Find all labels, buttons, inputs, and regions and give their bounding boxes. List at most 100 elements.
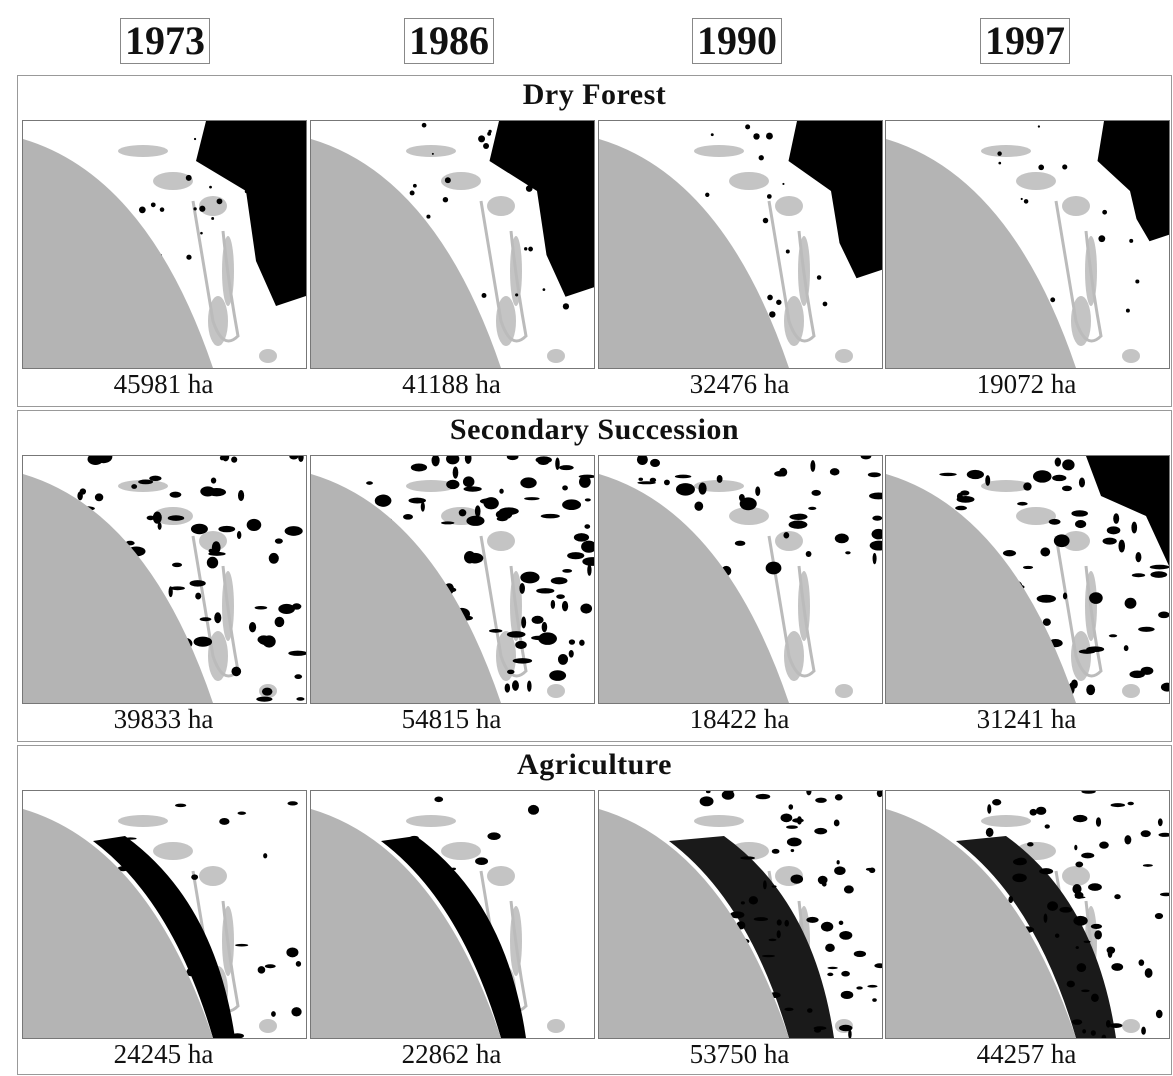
land-cover-speck bbox=[867, 984, 878, 988]
land-cover-speck bbox=[542, 153, 545, 156]
land-cover-speck bbox=[1124, 835, 1132, 845]
land-cover-speck bbox=[1075, 946, 1079, 949]
sea bbox=[886, 809, 1076, 1038]
area-label: 41188 ha bbox=[402, 369, 501, 399]
land-cover-patch bbox=[446, 479, 460, 490]
land-cover-patch bbox=[146, 515, 155, 521]
land-cover-patch bbox=[292, 603, 302, 610]
land-cover-speck bbox=[1127, 801, 1134, 806]
land-cover-speck bbox=[426, 214, 431, 219]
land-cover-patch bbox=[519, 583, 525, 594]
land-cover-patch bbox=[157, 522, 162, 530]
land-cover-speck bbox=[421, 122, 427, 128]
land-cover-patch bbox=[131, 484, 138, 489]
land-cover-speck bbox=[813, 1026, 827, 1030]
land-cover-speck bbox=[776, 930, 781, 939]
land-cover-patch bbox=[278, 603, 295, 614]
land-cover-speck bbox=[208, 1001, 222, 1007]
land-cover-speck bbox=[123, 837, 137, 840]
land-cover-map bbox=[310, 455, 595, 704]
land-cover-map bbox=[885, 120, 1170, 369]
land-cover-patch bbox=[520, 477, 537, 489]
lagoon bbox=[208, 296, 228, 346]
lagoon bbox=[406, 815, 456, 827]
land-cover-speck bbox=[1095, 817, 1102, 827]
land-cover-patch bbox=[584, 498, 591, 502]
lagoon bbox=[1016, 172, 1056, 190]
land-cover-speck bbox=[839, 931, 853, 940]
land-cover-speck bbox=[1059, 906, 1073, 913]
land-cover-speck bbox=[1090, 993, 1099, 1002]
land-cover-patch bbox=[463, 486, 482, 492]
sea bbox=[311, 139, 501, 368]
land-cover-speck bbox=[475, 857, 489, 865]
land-cover-speck bbox=[1035, 806, 1047, 815]
land-cover-speck bbox=[1116, 154, 1121, 159]
land-cover-patch bbox=[1078, 477, 1086, 488]
land-cover-speck bbox=[853, 950, 867, 958]
area-label: 32476 ha bbox=[689, 369, 790, 399]
land-cover-speck bbox=[271, 1011, 276, 1017]
land-cover-speck bbox=[225, 146, 230, 150]
land-cover-speck bbox=[1081, 791, 1096, 794]
land-cover-speck bbox=[1125, 308, 1130, 313]
area-label: 45981 ha bbox=[113, 369, 214, 399]
land-cover-speck bbox=[843, 885, 854, 894]
land-cover-speck bbox=[816, 275, 822, 280]
land-cover-patch bbox=[248, 622, 257, 633]
land-cover-patch bbox=[579, 475, 591, 488]
river bbox=[191, 200, 240, 343]
land-cover-patch bbox=[550, 577, 568, 585]
land-cover-patch bbox=[562, 568, 573, 573]
land-cover-patch bbox=[464, 456, 472, 464]
land-cover-speck bbox=[1076, 963, 1087, 973]
land-cover-speck bbox=[790, 849, 795, 853]
land-cover-speck bbox=[229, 175, 232, 179]
land-cover-patch bbox=[94, 493, 104, 502]
land-cover-patch bbox=[1106, 526, 1121, 535]
land-cover-patch bbox=[462, 476, 475, 488]
land-cover-patch bbox=[1002, 550, 1017, 557]
panel-row: Dry Forest bbox=[17, 75, 1172, 407]
river bbox=[191, 535, 240, 678]
panel-row: Secondary Succession bbox=[17, 410, 1172, 742]
land-cover-speck bbox=[1029, 808, 1038, 816]
land-cover-patch bbox=[489, 121, 594, 297]
land-cover-speck bbox=[412, 183, 417, 188]
land-cover-patch bbox=[171, 562, 183, 568]
land-cover-patch bbox=[1078, 649, 1096, 654]
land-cover-patch bbox=[488, 629, 503, 633]
land-cover-patch bbox=[584, 524, 591, 529]
land-cover-speck bbox=[822, 301, 828, 307]
land-cover-speck bbox=[1159, 892, 1169, 897]
land-cover-speck bbox=[1144, 968, 1153, 978]
land-cover-map bbox=[310, 790, 595, 1039]
land-cover-patch bbox=[867, 472, 881, 478]
land-cover-patch bbox=[274, 538, 283, 544]
land-cover-speck bbox=[740, 901, 745, 905]
land-cover-patch bbox=[77, 491, 83, 501]
land-cover-speck bbox=[262, 213, 267, 217]
land-cover-speck bbox=[295, 960, 302, 967]
land-cover-patch bbox=[562, 485, 568, 491]
land-cover-patch bbox=[587, 564, 592, 576]
land-cover-speck bbox=[836, 860, 840, 865]
year-label: 1990 bbox=[692, 18, 782, 64]
land-cover-patch bbox=[1108, 634, 1118, 638]
land-cover-patch bbox=[765, 561, 782, 575]
land-cover-speck bbox=[776, 919, 782, 926]
land-cover-speck bbox=[444, 177, 451, 184]
land-cover-speck bbox=[1111, 963, 1124, 971]
land-cover-patch bbox=[872, 552, 877, 565]
land-cover-speck bbox=[705, 192, 710, 197]
lagoon bbox=[1016, 507, 1056, 525]
land-cover-speck bbox=[409, 190, 415, 196]
land-cover-patch bbox=[464, 551, 476, 564]
land-cover-patch bbox=[774, 470, 787, 477]
river bbox=[479, 200, 528, 343]
land-cover-speck bbox=[483, 143, 490, 150]
land-cover-speck bbox=[758, 155, 764, 161]
land-cover-speck bbox=[838, 920, 844, 926]
land-cover-speck bbox=[851, 222, 854, 225]
land-cover-speck bbox=[807, 1008, 813, 1013]
